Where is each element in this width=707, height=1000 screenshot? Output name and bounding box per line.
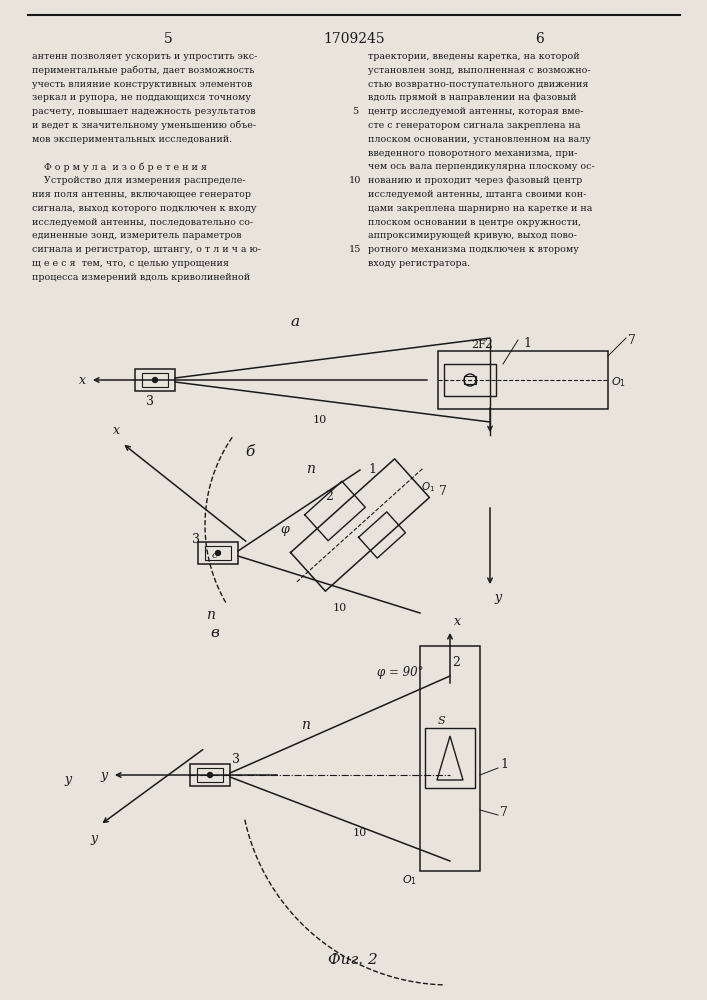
Text: ротного механизма подключен к второму: ротного механизма подключен к второму	[368, 245, 579, 254]
Text: $O_1$: $O_1$	[421, 481, 436, 494]
Text: в: в	[211, 626, 219, 640]
Text: плоском основании в центре окружности,: плоском основании в центре окружности,	[368, 218, 581, 227]
Text: y: y	[494, 591, 501, 604]
Bar	[438, 351, 608, 409]
Text: Ф о р м у л а  и з о б р е т е н и я: Ф о р м у л а и з о б р е т е н и я	[32, 162, 207, 172]
Text: 2F: 2F	[471, 340, 486, 350]
Text: 1: 1	[523, 337, 531, 350]
Text: п: п	[305, 462, 315, 476]
Text: x: x	[454, 615, 461, 628]
Text: нованию и проходит через фазовый центр: нованию и проходит через фазовый центр	[368, 176, 583, 185]
Text: п: п	[300, 718, 310, 732]
Text: $O_1$: $O_1$	[402, 873, 417, 887]
Text: входу регистратора.: входу регистратора.	[368, 259, 470, 268]
Text: 5: 5	[352, 107, 358, 116]
Bar	[425, 728, 475, 788]
Text: антенн позволяет ускорить и упростить экс-: антенн позволяет ускорить и упростить эк…	[32, 52, 257, 61]
Text: сигнала и регистратор, штангу, о т л и ч а ю-: сигнала и регистратор, штангу, о т л и ч…	[32, 245, 261, 254]
Text: Устройство для измерения распределе-: Устройство для измерения распределе-	[32, 176, 245, 185]
Text: 10: 10	[349, 176, 361, 185]
Bar	[142, 373, 168, 387]
Text: мов экспериментальных исследований.: мов экспериментальных исследований.	[32, 135, 232, 144]
Text: 1: 1	[500, 758, 508, 772]
Bar	[444, 364, 496, 396]
Text: а: а	[291, 315, 300, 329]
Text: периментальные работы, дает возможность: периментальные работы, дает возможность	[32, 66, 255, 75]
Text: щ е е с я  тем, что, с целью упрощения: щ е е с я тем, что, с целью упрощения	[32, 259, 229, 268]
Text: 2: 2	[452, 656, 460, 669]
Text: y: y	[65, 774, 72, 786]
Bar	[190, 764, 230, 786]
Text: зеркал и рупора, не поддающихся точному: зеркал и рупора, не поддающихся точному	[32, 93, 251, 102]
Text: 1709245: 1709245	[323, 32, 385, 46]
Text: аппроксимирующей кривую, выход пово-: аппроксимирующей кривую, выход пово-	[368, 231, 577, 240]
Text: x: x	[112, 424, 119, 437]
Text: 3: 3	[146, 395, 154, 408]
Text: φ = 90°: φ = 90°	[377, 666, 423, 679]
Circle shape	[207, 772, 213, 778]
Text: цами закреплена шарнирно на каретке и на: цами закреплена шарнирно на каретке и на	[368, 204, 592, 213]
Text: вдоль прямой в направлении на фазовый: вдоль прямой в направлении на фазовый	[368, 93, 577, 102]
Text: 7: 7	[628, 334, 636, 347]
Bar	[197, 768, 223, 782]
Bar	[135, 369, 175, 391]
Text: 7: 7	[438, 485, 446, 498]
Text: исследуемой антенны, последовательно со-: исследуемой антенны, последовательно со-	[32, 218, 253, 227]
Text: 5: 5	[163, 32, 173, 46]
Text: 6: 6	[536, 32, 544, 46]
Text: и ведет к значительному уменьшению объе-: и ведет к значительному уменьшению объе-	[32, 121, 256, 130]
Text: 7: 7	[500, 806, 508, 818]
Text: y: y	[101, 768, 108, 782]
Text: 3: 3	[192, 533, 200, 546]
Text: 15: 15	[349, 245, 361, 254]
Text: 3: 3	[232, 753, 240, 766]
Text: расчету, повышает надежность результатов: расчету, повышает надежность результатов	[32, 107, 256, 116]
Text: y: y	[90, 832, 98, 845]
Bar	[205, 546, 231, 560]
Text: б: б	[245, 445, 255, 459]
Text: 2: 2	[325, 490, 333, 503]
Text: ния поля антенны, включающее генератор: ния поля антенны, включающее генератор	[32, 190, 251, 199]
Bar	[420, 646, 480, 871]
Text: S: S	[438, 716, 445, 726]
Text: введенного поворотного механизма, при-: введенного поворотного механизма, при-	[368, 149, 578, 158]
Text: единенные зонд, измеритель параметров: единенные зонд, измеритель параметров	[32, 231, 242, 240]
Text: траектории, введены каретка, на которой: траектории, введены каретка, на которой	[368, 52, 580, 61]
Text: 10: 10	[313, 415, 327, 425]
Text: 10: 10	[333, 603, 347, 613]
Bar	[198, 542, 238, 564]
Circle shape	[153, 377, 158, 382]
Text: чем ось вала перпендикулярна плоскому ос-: чем ось вала перпендикулярна плоскому ос…	[368, 162, 595, 171]
Text: установлен зонд, выполненная с возможно-: установлен зонд, выполненная с возможно-	[368, 66, 590, 75]
Text: учесть влияние конструктивных элементов: учесть влияние конструктивных элементов	[32, 80, 252, 89]
Text: x: x	[79, 373, 86, 386]
Text: исследуемой антенны, штанга своими кон-: исследуемой антенны, штанга своими кон-	[368, 190, 586, 199]
Text: центр исследуемой антенны, которая вме-: центр исследуемой антенны, которая вме-	[368, 107, 583, 116]
Text: c: c	[211, 550, 217, 560]
Bar	[464, 376, 476, 384]
Text: 2: 2	[484, 338, 492, 351]
Text: п: п	[206, 608, 214, 622]
Text: процесса измерений вдоль криволинейной: процесса измерений вдоль криволинейной	[32, 273, 250, 282]
Text: сигнала, выход которого подключен к входу: сигнала, выход которого подключен к вход…	[32, 204, 257, 213]
Circle shape	[216, 550, 221, 556]
Text: 1: 1	[369, 463, 377, 476]
Text: 10: 10	[353, 828, 367, 838]
Text: плоском основании, установленном на валу: плоском основании, установленном на валу	[368, 135, 591, 144]
Text: сте с генератором сигнала закреплена на: сте с генератором сигнала закреплена на	[368, 121, 580, 130]
Text: $O_1$: $O_1$	[611, 375, 626, 389]
Text: стью возвратно-поступательного движения: стью возвратно-поступательного движения	[368, 80, 588, 89]
Text: Фиг. 2: Фиг. 2	[328, 953, 378, 967]
Text: φ: φ	[281, 524, 289, 536]
